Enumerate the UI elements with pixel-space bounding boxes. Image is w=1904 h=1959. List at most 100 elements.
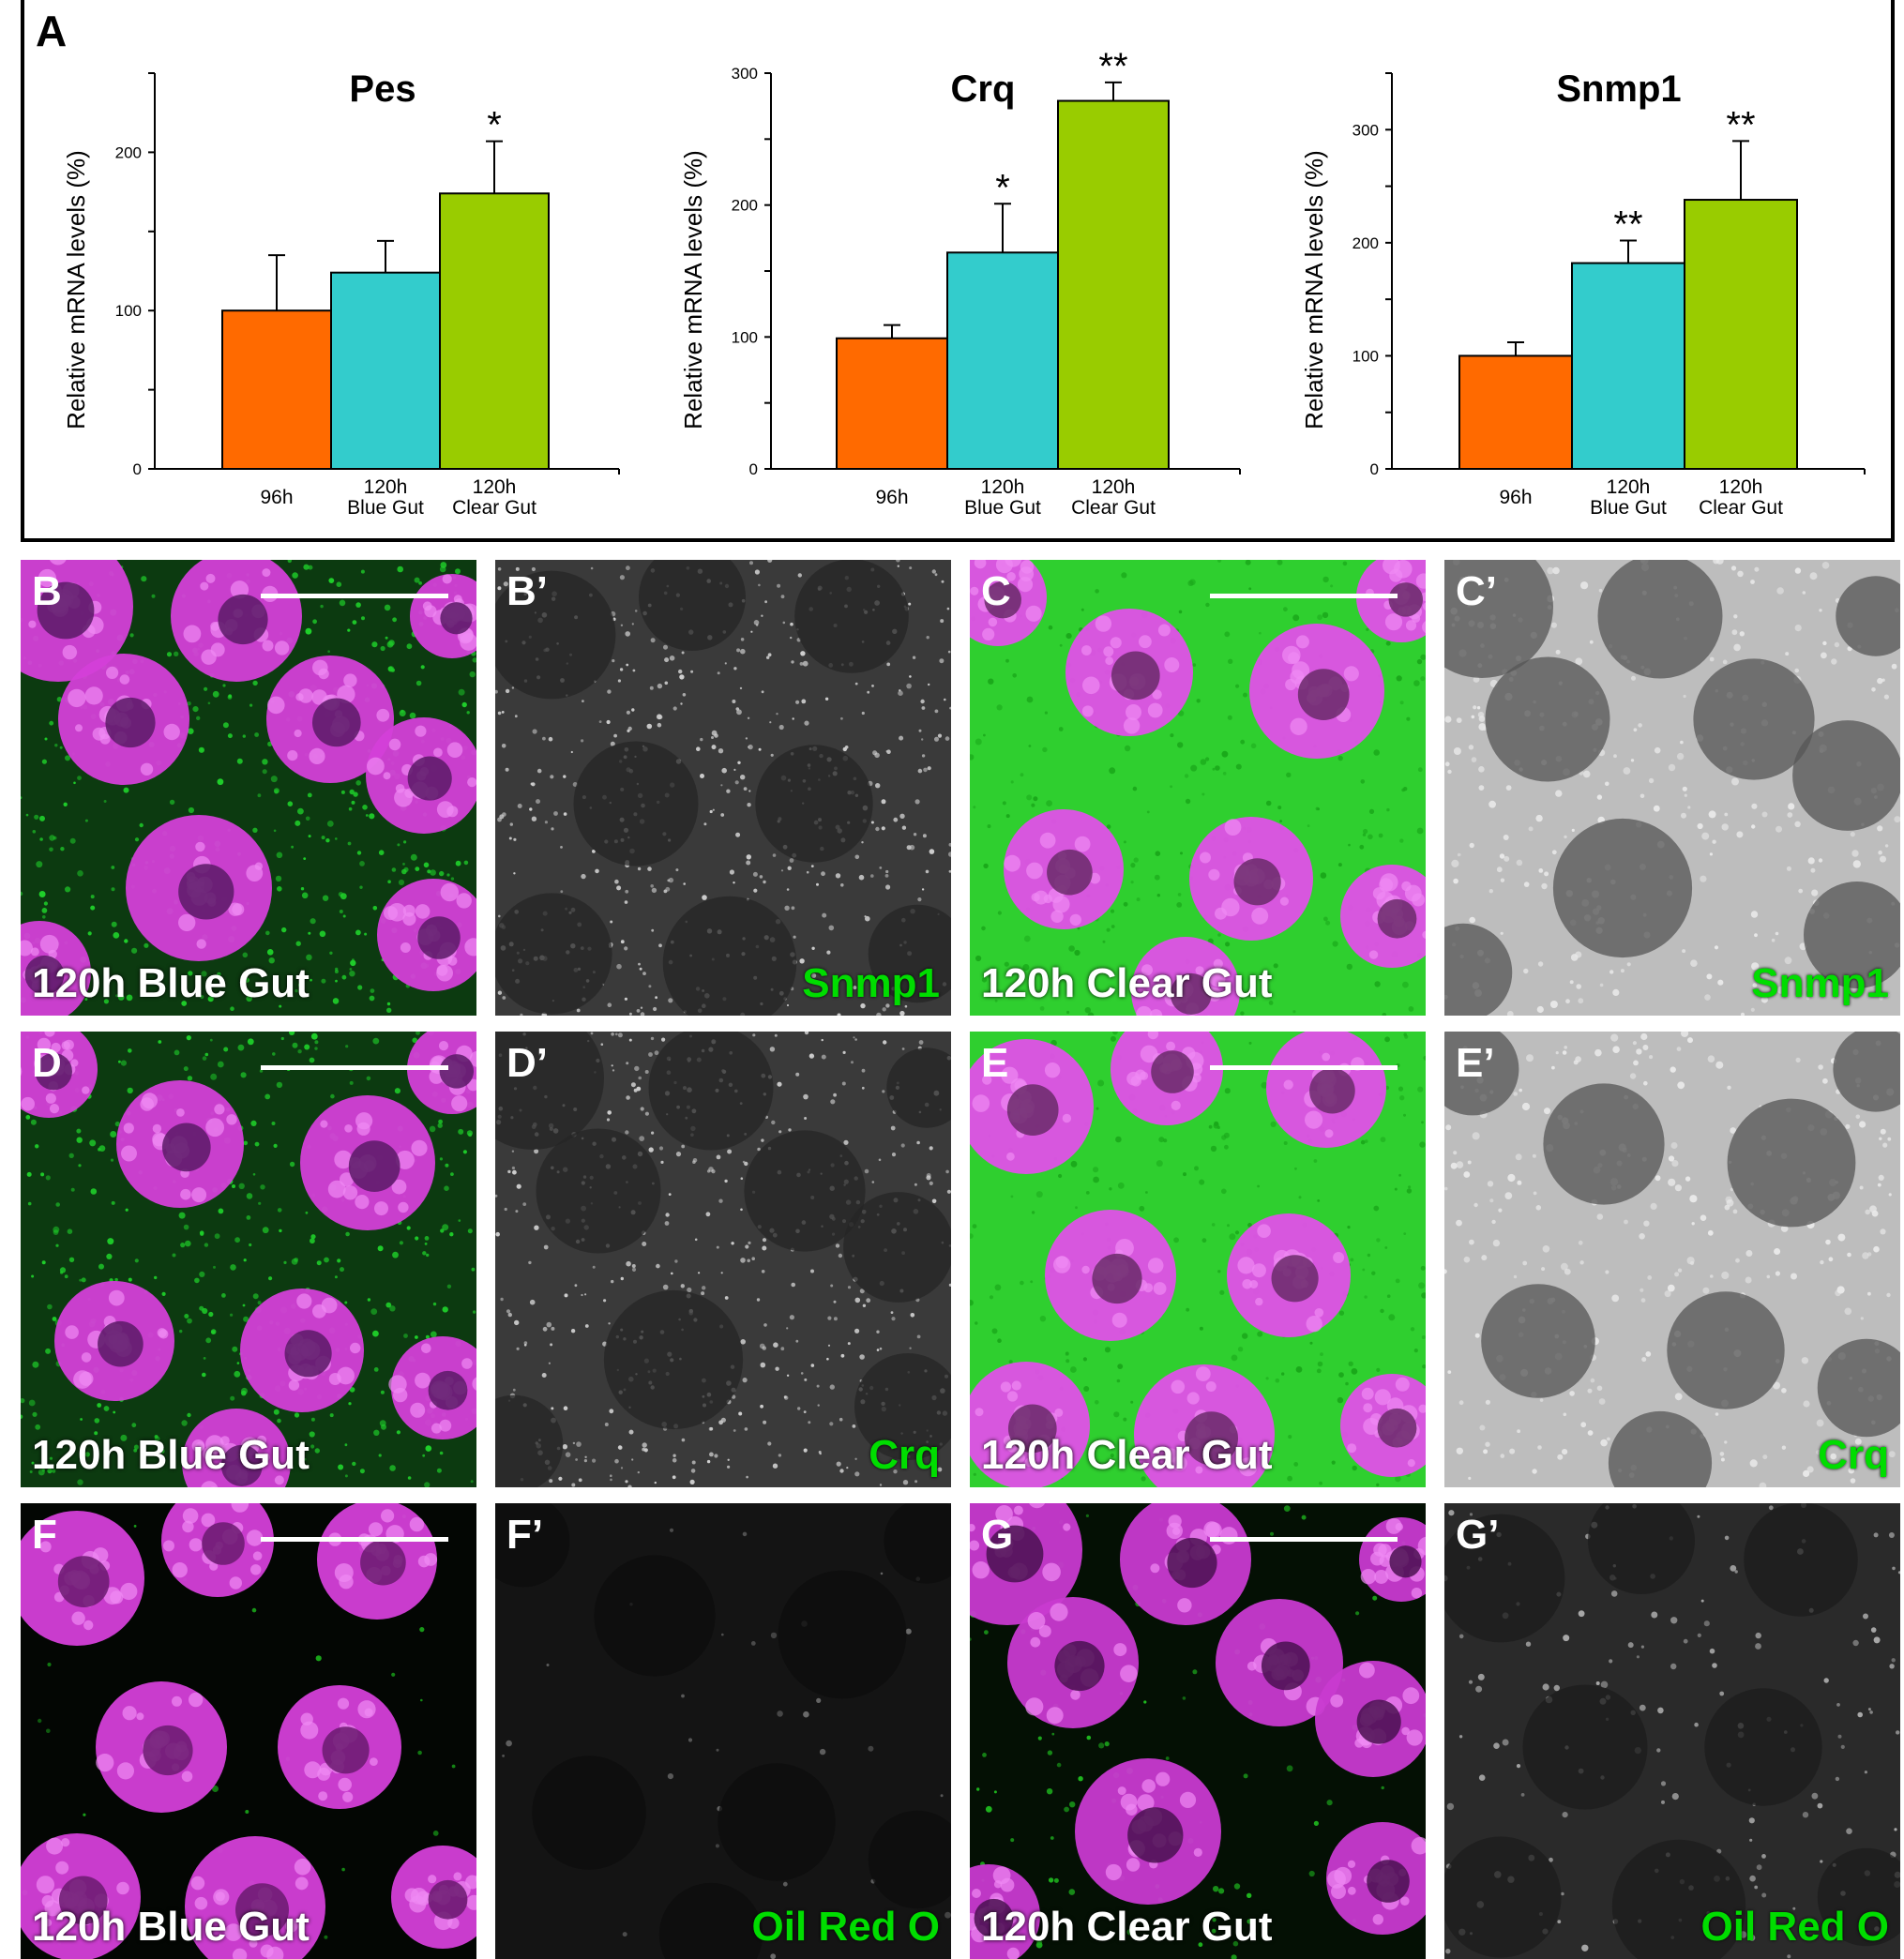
stain-label: Crq	[869, 1435, 940, 1476]
y-tick-label: 200	[732, 197, 758, 215]
significance-label: **	[1098, 46, 1127, 87]
bar	[222, 310, 331, 469]
panel-letter: F	[32, 1514, 57, 1556]
micrograph-caption: 120h Blue Gut	[32, 963, 310, 1004]
y-tick-label: 200	[115, 143, 142, 161]
y-tick-label: 200	[1352, 234, 1379, 252]
micrograph-image	[1444, 1032, 1900, 1487]
micrograph-panel-c-prime: C’ Snmp1	[1444, 560, 1900, 1016]
panel-letter: E’	[1456, 1043, 1495, 1084]
stain-label: Snmp1	[802, 963, 940, 1004]
bar	[947, 252, 1058, 469]
micrograph-image	[495, 560, 951, 1016]
stain-label: Crq	[1818, 1435, 1889, 1476]
chart-title: Pes	[349, 68, 416, 110]
x-tick-label: 120h	[981, 476, 1025, 498]
significance-label: **	[1726, 104, 1755, 145]
x-tick-label: Blue Gut	[1590, 497, 1667, 519]
micrograph-image	[970, 560, 1426, 1016]
bar	[837, 339, 947, 469]
x-tick-label: Clear Gut	[1699, 497, 1783, 519]
bar	[331, 273, 440, 469]
scale-bar	[1210, 594, 1398, 598]
bar	[1058, 101, 1169, 469]
stain-label: Oil Red O	[752, 1906, 940, 1948]
panel-letter: D’	[506, 1043, 548, 1084]
x-tick-label: 96h	[875, 487, 908, 508]
y-tick-label: 100	[732, 328, 758, 346]
stain-label: Oil Red O	[1701, 1906, 1889, 1948]
micrograph-image	[21, 1032, 476, 1487]
micrograph-caption: 120h Clear Gut	[981, 963, 1273, 1004]
significance-label: *	[487, 105, 502, 146]
y-axis-label: Relative mRNA levels (%)	[62, 150, 90, 429]
x-tick-label: 120h	[1719, 476, 1763, 498]
panel-letter: G’	[1456, 1514, 1499, 1556]
x-tick-label: Blue Gut	[964, 497, 1041, 519]
micrograph-caption: 120h Clear Gut	[981, 1906, 1273, 1948]
bar	[440, 193, 549, 469]
x-tick-label: 120h	[1092, 476, 1136, 498]
bar-charts: Pes Relative mRNA levels (%) 0 100 200 96h 120…	[0, 0, 1904, 553]
panel-letter: E	[981, 1043, 1008, 1084]
y-tick-label: 0	[1370, 460, 1379, 478]
panel-letter: C	[981, 571, 1011, 612]
chart-title: Snmp1	[1556, 68, 1681, 110]
x-tick-label: Clear Gut	[1071, 497, 1156, 519]
micrograph-image	[495, 1503, 951, 1959]
micrograph-panel-d: D 120h Blue Gut	[21, 1032, 476, 1487]
y-tick-label: 300	[1352, 121, 1379, 139]
y-tick-label: 0	[133, 460, 142, 478]
micrograph-panel-b: B 120h Blue Gut	[21, 560, 476, 1016]
micrograph-image	[1444, 1503, 1900, 1959]
panel-letter: D	[32, 1043, 62, 1084]
significance-label: *	[995, 167, 1010, 208]
scale-bar	[1210, 1537, 1398, 1542]
panel-letter: C’	[1456, 571, 1497, 612]
bar	[1459, 355, 1572, 469]
micrograph-image	[495, 1032, 951, 1487]
micrograph-image	[970, 1032, 1426, 1487]
x-tick-label: 120h	[473, 476, 517, 498]
micrograph-panel-b-prime: B’ Snmp1	[495, 560, 951, 1016]
bar	[1572, 264, 1685, 469]
stain-label: Snmp1	[1751, 963, 1889, 1004]
micrograph-image	[21, 1503, 476, 1959]
chart-title: Crq	[951, 68, 1016, 110]
x-tick-label: Blue Gut	[347, 497, 424, 519]
micrograph-panel-f-prime: F’Oil Red O	[495, 1503, 951, 1959]
micrograph-panel-e-prime: E’ Crq	[1444, 1032, 1900, 1487]
micrograph-image	[970, 1503, 1426, 1959]
bar	[1685, 200, 1797, 469]
micrograph-caption: 120h Blue Gut	[32, 1435, 310, 1476]
panel-letter: B’	[506, 571, 548, 612]
y-tick-label: 100	[115, 302, 142, 320]
x-tick-label: 96h	[1499, 487, 1532, 508]
x-tick-label: Clear Gut	[452, 497, 536, 519]
micrograph-panel-e: E 120h Clear Gut	[970, 1032, 1426, 1487]
micrograph-panel-c: C 120h Clear Gut	[970, 560, 1426, 1016]
micrograph-panel-f: F 120h Blue Gut	[21, 1503, 476, 1959]
x-tick-label: 96h	[260, 487, 293, 508]
panel-letter: G	[981, 1514, 1013, 1556]
scale-bar	[261, 1537, 448, 1542]
chart-pes: Pes Relative mRNA levels (%) 0 100 200 96h 120…	[62, 68, 619, 519]
panel-letter: B	[32, 571, 62, 612]
y-tick-label: 300	[732, 65, 758, 83]
micrograph-panel-d-prime: D’ Crq	[495, 1032, 951, 1487]
scale-bar	[261, 1065, 448, 1070]
y-tick-label: 100	[1352, 347, 1379, 365]
significance-label: **	[1613, 203, 1642, 245]
scale-bar	[261, 594, 448, 598]
y-axis-label: Relative mRNA levels (%)	[1300, 150, 1328, 429]
x-tick-label: 120h	[1607, 476, 1651, 498]
micrograph-panel-g-prime: G’ Oil Red O	[1444, 1503, 1900, 1959]
micrograph-panel-g: G 120h Clear Gut	[970, 1503, 1426, 1959]
micrograph-caption: 120h Blue Gut	[32, 1906, 310, 1948]
y-axis-label: Relative mRNA levels (%)	[679, 150, 707, 429]
micrograph-caption: 120h Clear Gut	[981, 1435, 1273, 1476]
micrograph-image	[21, 560, 476, 1016]
scale-bar	[1210, 1065, 1398, 1070]
x-tick-label: 120h	[364, 476, 408, 498]
y-tick-label: 0	[749, 460, 758, 478]
